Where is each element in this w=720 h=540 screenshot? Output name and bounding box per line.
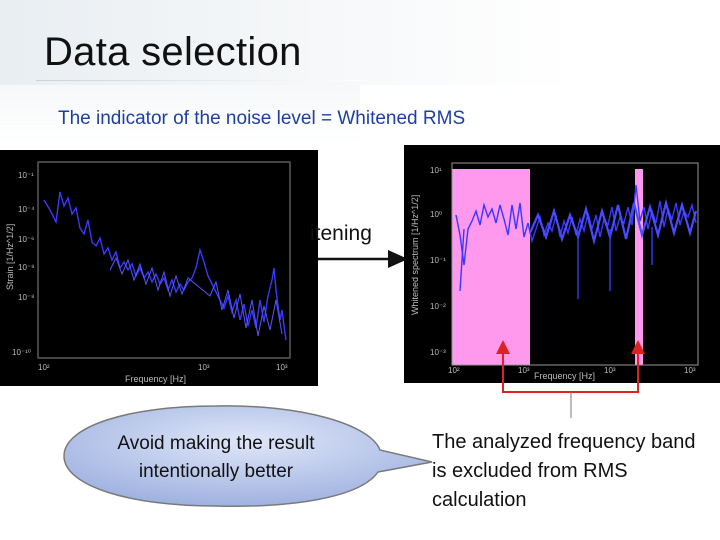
excluded-band-high	[635, 169, 643, 365]
x-axis-label: Frequency [Hz]	[534, 371, 595, 381]
y-tick-label: 10⁻³	[430, 348, 446, 357]
x-axis-label: Frequency [Hz]	[125, 374, 186, 384]
plot-frame	[451, 162, 699, 366]
x-tick-label: 10²	[38, 363, 50, 372]
slide-subtitle: The indicator of the noise level = White…	[58, 108, 466, 129]
whitened-trace-spike	[459, 228, 465, 292]
y-tick-label: 10⁻²	[430, 302, 446, 311]
plot-background	[0, 150, 318, 386]
y-axis-label: Whitened spectrum [1/Hz^1/2]	[410, 195, 420, 315]
y-tick-label: 10⁰	[430, 210, 442, 219]
whitening-label: itening	[310, 222, 372, 245]
strain-trace	[43, 191, 287, 341]
strain-trace-noise	[109, 256, 283, 337]
excluded-band-low	[452, 169, 530, 365]
x-tick-label: 10³	[276, 363, 288, 372]
y-tick-label: 10¹	[430, 166, 442, 175]
bracket-connector	[570, 392, 572, 418]
title-background-lower	[0, 85, 360, 145]
x-tick-label: 10³	[198, 363, 210, 372]
strain-spectrum-plot: Strain [1/Hz^1/2] Frequency [Hz] 10⁻¹ 10…	[0, 150, 318, 386]
title-divider	[36, 80, 366, 81]
x-tick-label: 10³	[684, 366, 696, 375]
y-tick-label: 10⁻⁴	[18, 205, 35, 214]
slide-title: Data selection	[44, 30, 302, 74]
y-tick-label: 10⁻¹	[430, 256, 446, 265]
y-tick-label: 10⁻¹	[18, 171, 34, 180]
x-tick-label: 10³	[518, 366, 530, 375]
y-tick-label: 10⁻⁶	[18, 235, 34, 244]
y-tick-label: 10⁻¹⁰	[12, 348, 31, 357]
whitened-spectrum-plot: Whitened spectrum [1/Hz^1/2] Frequency […	[404, 145, 720, 383]
title-background	[0, 0, 720, 85]
callout-text: Avoid making the result intentionally be…	[117, 433, 315, 482]
y-axis-label: Strain [1/Hz^1/2]	[5, 224, 15, 290]
whitened-trace	[455, 184, 697, 266]
plot-frame	[37, 161, 291, 359]
x-tick-label: 10³	[604, 366, 616, 375]
speech-callout	[63, 405, 433, 507]
y-tick-label: 10⁻⁸	[18, 263, 35, 272]
whitening-arrow	[318, 250, 408, 268]
x-tick-label: 10²	[448, 366, 460, 375]
y-tick-label: 10⁻⁸	[18, 293, 35, 302]
whitened-trace-dense	[528, 198, 698, 246]
exclusion-note: The analyzed frequency band is excluded …	[432, 431, 696, 511]
excluded-band-bracket	[496, 340, 645, 393]
